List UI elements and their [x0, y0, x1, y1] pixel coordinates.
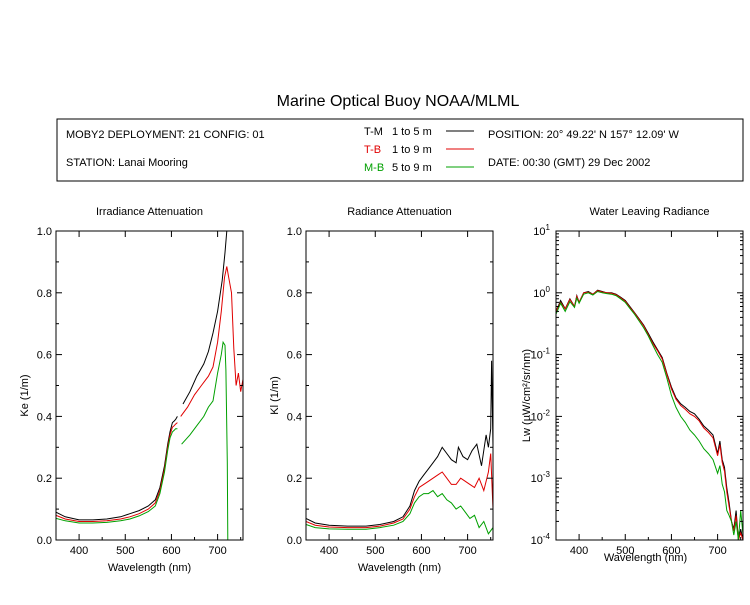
series-group [556, 289, 743, 540]
x-tick-label: 700 [458, 545, 476, 557]
series-line-t-m-1 [56, 416, 178, 521]
plot-frame [555, 230, 744, 541]
y-tick-label: 101 [533, 223, 550, 238]
legend-label-tb: T-B [364, 144, 381, 156]
y-tick-label: 0.8 [287, 288, 302, 300]
chart-title: Radiance Attenuation [347, 206, 452, 218]
series-group [306, 360, 493, 535]
y-tick-label: 10-3 [531, 470, 551, 485]
x-tick-label: 500 [366, 545, 384, 557]
y-tick-label: 10-4 [531, 532, 551, 547]
x-tick-label: 700 [208, 545, 226, 557]
series-line-t-b-2 [180, 266, 243, 417]
series-line-t-m-1 [556, 289, 743, 540]
x-tick-label: 600 [412, 545, 430, 557]
figure-title: Marine Optical Buoy NOAA/MLML [277, 93, 520, 110]
y-tick-label: 0.0 [287, 535, 302, 547]
chart-title: Irradiance Attenuation [96, 206, 203, 218]
chart-panels: Irradiance Attenuation 400 500 600 700 0.0 0.2… [19, 206, 744, 574]
chart-panel-1: Irradiance Attenuation 400 500 600 700 0.0 0.2… [19, 206, 244, 574]
y-tick-label: 1.0 [37, 226, 52, 238]
x-tick-label: 600 [162, 545, 180, 557]
date-text: DATE: 00:30 (GMT) 29 Dec 2002 [488, 157, 650, 169]
y-axis-label: Kl (1/m) [269, 376, 281, 415]
legend-range-mb: 5 to 9 m [392, 162, 432, 174]
x-tick-label: 400 [320, 545, 338, 557]
y-axis-label: Ke (1/m) [19, 374, 31, 416]
y-tick-label: 0.2 [37, 473, 52, 485]
y-tick-label: 10-2 [531, 408, 551, 423]
series-group [56, 231, 243, 540]
legend-label-tm: T-M [364, 126, 383, 138]
info-box-border [56, 118, 744, 182]
series-line-t-m-2 [182, 231, 228, 405]
y-tick-label: 10-1 [531, 347, 551, 362]
series-line-t-m-1 [306, 360, 493, 527]
legend-range-tm: 1 to 5 m [392, 126, 432, 138]
series-line-m-b-2 [181, 340, 229, 540]
x-axis-label: Wavelength (nm) [108, 562, 191, 574]
legend: T-M 1 to 5 m T-B 1 to 9 m M-B 5 to 9 m [364, 126, 474, 174]
deployment-text: MOBY2 DEPLOYMENT: 21 CONFIG: 01 [66, 129, 265, 141]
legend-label-mb: M-B [364, 162, 384, 174]
series-line-m-b-1 [306, 489, 493, 535]
chart-title: Water Leaving Radiance [589, 206, 709, 218]
position-text: POSITION: 20° 49.22' N 157° 12.09' W [488, 129, 680, 141]
y-tick-label: 0.0 [37, 535, 52, 547]
y-tick-label: 0.8 [37, 288, 52, 300]
plot-frame [305, 230, 494, 541]
legend-entry-mb: M-B 5 to 9 m [364, 162, 474, 174]
series-line-t-b-1 [56, 422, 178, 522]
series-line-t-b-1 [306, 453, 493, 529]
y-tick-label: 0.6 [287, 350, 302, 362]
y-axis-label: Lw (µW/cm²/sr/nm) [521, 349, 533, 442]
info-box: MOBY2 DEPLOYMENT: 21 CONFIG: 01 STATION:… [56, 118, 744, 182]
plot-frame [55, 230, 244, 541]
legend-entry-tb: T-B 1 to 9 m [364, 144, 474, 156]
x-tick-label: 500 [116, 545, 134, 557]
chart-panel-2: Radiance Attenuation 400 500 600 700 0.0 0.2 0.… [269, 206, 494, 574]
series-line-m-b-1 [556, 290, 743, 540]
y-tick-label: 0.6 [37, 350, 52, 362]
x-tick-label: 400 [570, 545, 588, 557]
legend-entry-tm: T-M 1 to 5 m [364, 126, 474, 138]
legend-range-tb: 1 to 9 m [392, 144, 432, 156]
y-tick-label: 0.4 [37, 411, 52, 423]
x-axis-label: Wavelength (nm) [358, 562, 441, 574]
chart-panel-3: Water Leaving Radiance 400 500 600 700 101 100… [521, 206, 744, 564]
x-axis-label: Wavelength (nm) [604, 552, 687, 564]
y-tick-label: 1.0 [287, 226, 302, 238]
station-text: STATION: Lanai Mooring [66, 157, 188, 169]
y-tick-label: 0.2 [287, 473, 302, 485]
x-tick-label: 700 [708, 545, 726, 557]
x-tick-label: 500 [616, 545, 634, 557]
x-tick-label: 400 [70, 545, 88, 557]
series-line-m-b-1 [56, 428, 178, 524]
y-tick-label: 100 [533, 285, 550, 300]
y-tick-label: 0.4 [287, 411, 302, 423]
series-line-t-b-1 [556, 290, 743, 540]
x-tick-label: 600 [662, 545, 680, 557]
